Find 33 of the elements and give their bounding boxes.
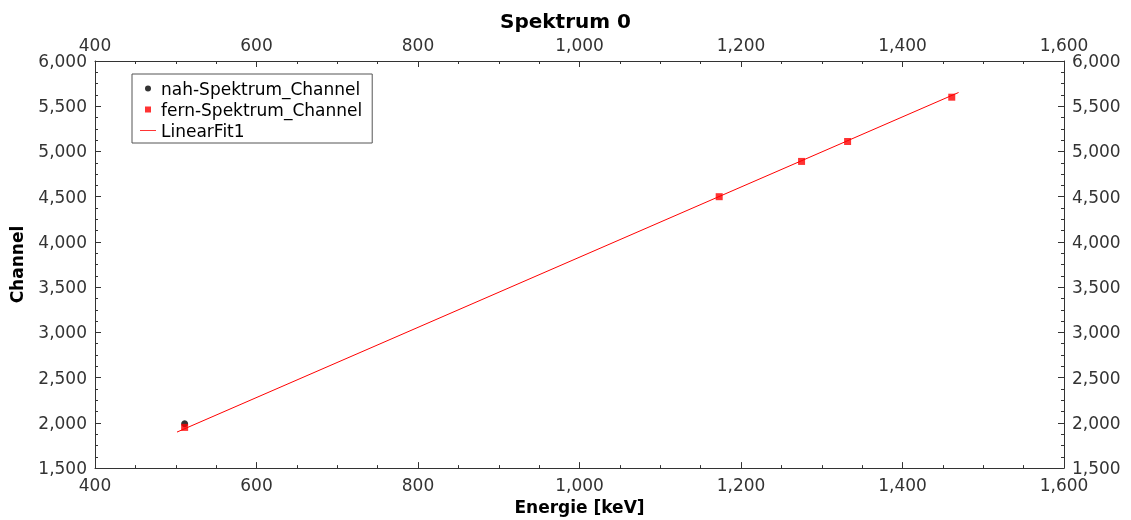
y2-tick-label: 3,500 (1072, 277, 1121, 298)
y-tick-label: 5,500 (38, 96, 87, 117)
y2-tick-label: 2,500 (1072, 367, 1121, 388)
y-tick-label: 3,000 (38, 322, 87, 343)
y2-tick-label: 5,500 (1072, 96, 1121, 117)
x2-tick-label: 1,200 (716, 34, 766, 55)
y-tick-label: 2,000 (38, 412, 87, 433)
x-axis-title: Energie [keV] (514, 496, 645, 517)
y2-tick-label: 4,000 (1072, 231, 1121, 252)
y2-tick-label: 1,500 (1072, 458, 1121, 479)
x2-tick-label: 1,000 (555, 34, 604, 55)
legend-label: nah-Spektrum_Channel (161, 78, 361, 100)
y-axis-title: Channel (6, 225, 27, 304)
y2-tick-label: 4,500 (1072, 186, 1121, 207)
x-tick-label: 800 (401, 474, 435, 495)
y-tick-label: 4,500 (38, 186, 87, 207)
x-tick-label: 1,400 (878, 474, 927, 495)
y2-tick-label: 5,000 (1072, 141, 1121, 162)
x2-tick-label: 800 (401, 34, 435, 55)
y-tick-label: 5,000 (38, 141, 87, 162)
x2-tick-label: 600 (240, 34, 273, 55)
x-tick-label: 1,000 (555, 474, 604, 495)
y-tick-label: 2,500 (38, 367, 87, 388)
chart-title: Spektrum 0 (500, 9, 631, 33)
x-tick-label: 1,200 (716, 474, 766, 495)
y-tick-label: 4,000 (38, 231, 87, 252)
y-tick-label: 3,500 (38, 277, 87, 298)
x-tick-label: 600 (240, 474, 273, 495)
legend-label: fern-Spektrum_Channel (161, 99, 363, 121)
y2-tick-label: 3,000 (1072, 322, 1121, 343)
y2-tick-label: 2,000 (1072, 412, 1121, 433)
legend-label: LinearFit1 (161, 120, 245, 141)
x2-tick-label: 1,400 (878, 34, 927, 55)
